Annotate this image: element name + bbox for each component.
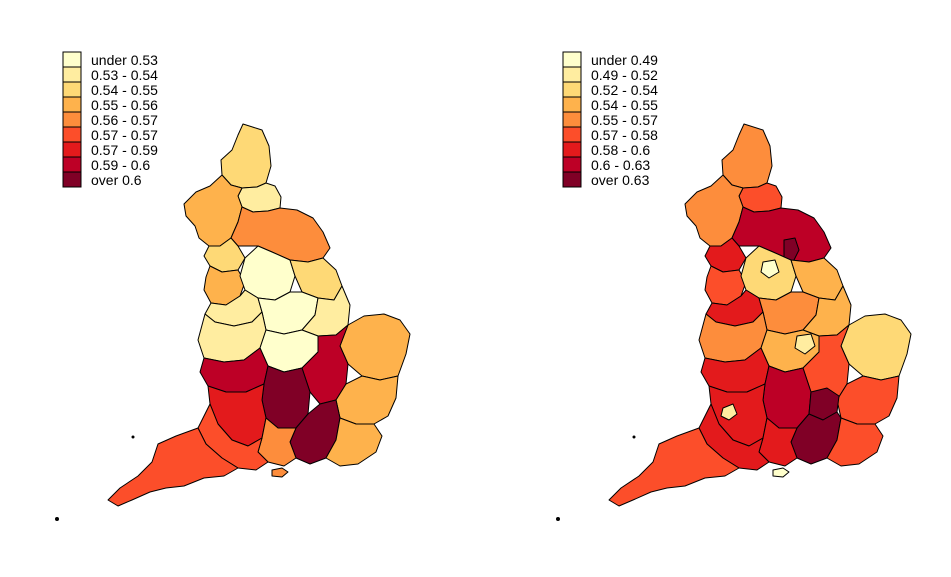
region-kent bbox=[325, 417, 383, 467]
legend-label: 0.57 - 0.58 bbox=[591, 127, 658, 143]
legend-label: under 0.53 bbox=[91, 52, 158, 68]
region-devon-cornwall bbox=[107, 427, 239, 507]
right-map-regions bbox=[608, 123, 912, 507]
region-norfolk bbox=[339, 313, 411, 381]
region-yorkshire-north bbox=[731, 206, 832, 263]
left-scilly-isles bbox=[55, 517, 59, 521]
legend-swatch bbox=[62, 81, 82, 98]
region-nottingham bbox=[794, 333, 816, 355]
region-oxfordshire bbox=[762, 365, 812, 429]
legend-label: 0.54 - 0.55 bbox=[591, 97, 658, 113]
legend-label: 0.6 - 0.63 bbox=[591, 157, 650, 173]
left-map: under 0.530.53 - 0.540.54 - 0.550.55 - 0… bbox=[55, 51, 411, 521]
legend-label: 0.55 - 0.57 bbox=[591, 112, 658, 128]
legend-swatch bbox=[562, 156, 582, 173]
legend-label: 0.55 - 0.56 bbox=[91, 97, 158, 113]
legend-swatch bbox=[62, 171, 82, 188]
legend-swatch bbox=[562, 51, 582, 68]
legend-label: 0.59 - 0.6 bbox=[91, 157, 150, 173]
legend-swatch bbox=[62, 111, 82, 128]
region-oxfordshire bbox=[261, 365, 311, 429]
region-cumbria-south bbox=[704, 237, 747, 273]
right-lundy-island bbox=[632, 435, 636, 439]
legend-label: over 0.6 bbox=[91, 172, 142, 188]
right-legend: under 0.490.49 - 0.520.52 - 0.540.54 - 0… bbox=[562, 51, 658, 188]
legend-swatch bbox=[562, 96, 582, 113]
legend-swatch bbox=[562, 126, 582, 143]
right-map: under 0.490.49 - 0.520.52 - 0.540.54 - 0… bbox=[556, 51, 912, 521]
region-devon-cornwall bbox=[608, 427, 740, 507]
region-york bbox=[783, 237, 800, 263]
region-yorkshire-north bbox=[230, 206, 331, 263]
region-norfolk bbox=[840, 313, 912, 381]
legend-swatch bbox=[62, 126, 82, 143]
legend-label: 0.49 - 0.52 bbox=[591, 67, 658, 83]
legend-label: 0.53 - 0.54 bbox=[91, 67, 158, 83]
region-leeds bbox=[760, 259, 780, 279]
right-scilly-isles bbox=[556, 517, 560, 521]
region-swindon bbox=[720, 403, 738, 421]
region-cumbria-south bbox=[203, 237, 246, 273]
legend-swatch bbox=[62, 66, 82, 83]
legend-label: 0.58 - 0.6 bbox=[591, 142, 650, 158]
region-northumberland bbox=[721, 123, 773, 189]
legend-swatch bbox=[62, 51, 82, 68]
legend-swatch bbox=[562, 66, 582, 83]
legend-label: 0.57 - 0.57 bbox=[91, 127, 158, 143]
legend-swatch bbox=[62, 156, 82, 173]
legend-swatch bbox=[62, 141, 82, 158]
legend-swatch bbox=[562, 171, 582, 188]
region-isle-of-wight bbox=[772, 467, 790, 478]
legend-swatch bbox=[562, 111, 582, 128]
legend-label: 0.52 - 0.54 bbox=[591, 82, 658, 98]
region-northumberland bbox=[220, 123, 272, 189]
left-lundy-island bbox=[131, 435, 135, 439]
region-isle-of-wight bbox=[271, 467, 289, 478]
legend-swatch bbox=[562, 81, 582, 98]
legend-label: over 0.63 bbox=[591, 172, 650, 188]
region-kent bbox=[826, 417, 884, 467]
legend-swatch bbox=[562, 141, 582, 158]
legend-label: 0.57 - 0.59 bbox=[91, 142, 158, 158]
left-legend: under 0.530.53 - 0.540.54 - 0.550.55 - 0… bbox=[62, 51, 158, 188]
legend-label: under 0.49 bbox=[591, 52, 658, 68]
legend-swatch bbox=[62, 96, 82, 113]
left-map-regions bbox=[107, 123, 411, 507]
legend-label: 0.56 - 0.57 bbox=[91, 112, 158, 128]
legend-label: 0.54 - 0.55 bbox=[91, 82, 158, 98]
region-suffolk-essex bbox=[836, 375, 900, 425]
